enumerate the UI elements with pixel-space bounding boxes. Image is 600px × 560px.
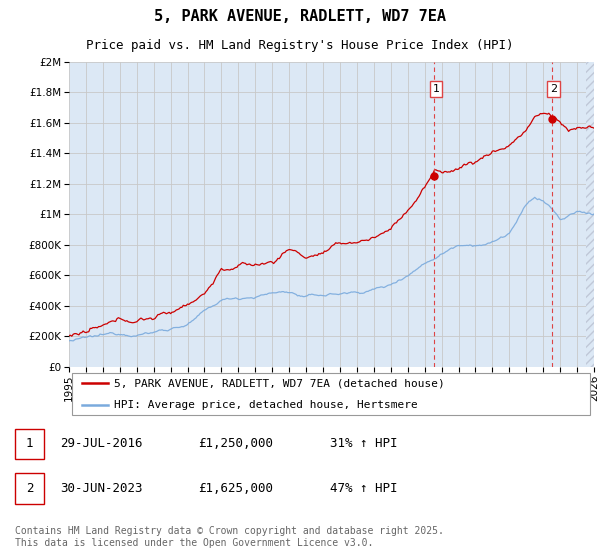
Text: 30-JUN-2023: 30-JUN-2023 [60, 482, 143, 495]
FancyBboxPatch shape [71, 372, 590, 416]
Text: 2: 2 [550, 84, 557, 94]
Text: 31% ↑ HPI: 31% ↑ HPI [330, 437, 398, 450]
Text: 5, PARK AVENUE, RADLETT, WD7 7EA: 5, PARK AVENUE, RADLETT, WD7 7EA [154, 9, 446, 24]
Text: 2: 2 [26, 482, 33, 495]
Text: 1: 1 [433, 84, 440, 94]
Text: Contains HM Land Registry data © Crown copyright and database right 2025.
This d: Contains HM Land Registry data © Crown c… [15, 526, 444, 548]
Text: £1,250,000: £1,250,000 [198, 437, 273, 450]
FancyBboxPatch shape [15, 473, 44, 504]
FancyBboxPatch shape [15, 428, 44, 459]
Text: 5, PARK AVENUE, RADLETT, WD7 7EA (detached house): 5, PARK AVENUE, RADLETT, WD7 7EA (detach… [113, 378, 445, 388]
Text: £1,625,000: £1,625,000 [198, 482, 273, 495]
Text: HPI: Average price, detached house, Hertsmere: HPI: Average price, detached house, Hert… [113, 400, 418, 410]
Bar [586, 62, 594, 367]
Text: 29-JUL-2016: 29-JUL-2016 [60, 437, 143, 450]
Text: Price paid vs. HM Land Registry's House Price Index (HPI): Price paid vs. HM Land Registry's House … [86, 39, 514, 53]
Text: 47% ↑ HPI: 47% ↑ HPI [330, 482, 398, 495]
Text: 1: 1 [26, 437, 33, 450]
